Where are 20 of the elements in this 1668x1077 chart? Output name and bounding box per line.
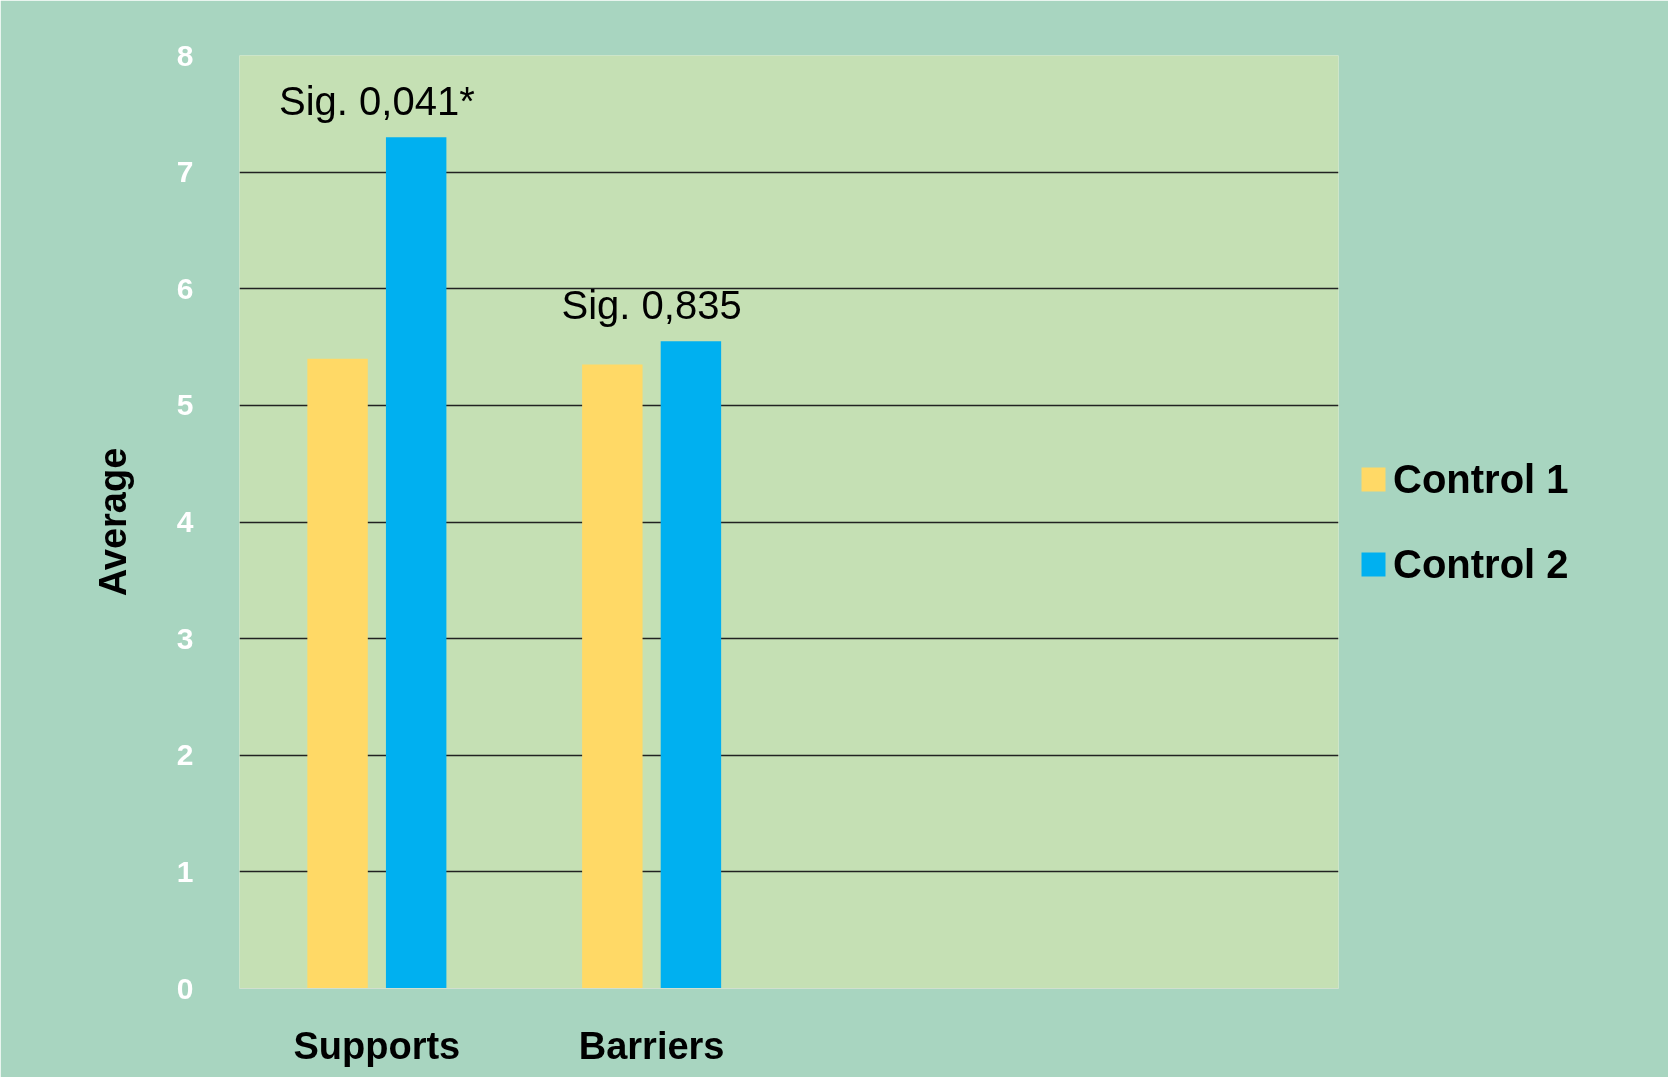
y-tick-label: 0 bbox=[176, 971, 194, 1005]
bar bbox=[660, 341, 722, 989]
legend-label: Control 1 bbox=[1393, 456, 1569, 502]
y-axis-title: Average bbox=[91, 447, 134, 597]
y-tick-label: 4 bbox=[176, 505, 194, 538]
bar bbox=[385, 137, 447, 989]
y-tick-label: 8 bbox=[176, 38, 194, 72]
y-tick-label: 6 bbox=[176, 271, 194, 305]
bar bbox=[307, 358, 368, 989]
y-tick-label: 5 bbox=[176, 388, 194, 422]
y-tick-label: 1 bbox=[176, 854, 194, 888]
annotation: Sig. 0,041* bbox=[279, 79, 475, 124]
annotation: Sig. 0,835 bbox=[561, 283, 742, 328]
bar bbox=[582, 364, 643, 989]
legend-label: Control 2 bbox=[1393, 541, 1569, 587]
x-tick-label: Barriers bbox=[578, 1024, 725, 1067]
y-tick-label: 2 bbox=[176, 738, 194, 772]
y-tick-label: 7 bbox=[176, 155, 194, 189]
y-tick-label: 3 bbox=[176, 621, 194, 655]
x-tick-label: Supports bbox=[293, 1024, 461, 1067]
